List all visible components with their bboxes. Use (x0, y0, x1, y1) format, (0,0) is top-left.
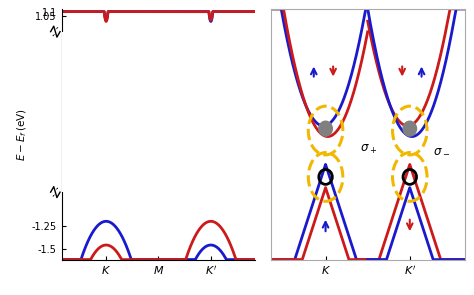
Text: $\sigma_+$: $\sigma_+$ (360, 142, 377, 156)
Y-axis label: $E - E_f\,(\mathrm{eV})$: $E - E_f\,(\mathrm{eV})$ (15, 108, 29, 161)
Circle shape (319, 121, 332, 136)
Text: $\sigma_-$: $\sigma_-$ (433, 142, 450, 155)
Bar (54, 32, 263, 192)
Circle shape (403, 121, 417, 136)
